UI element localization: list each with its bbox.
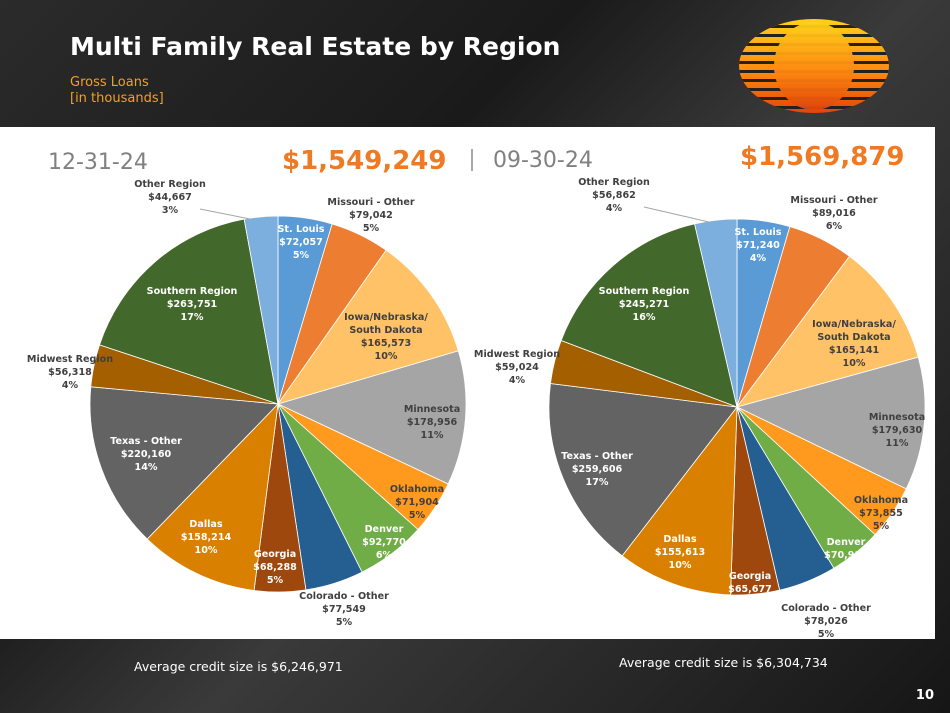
company-logo-icon [739,19,889,113]
pie-slice-minnesota [276,350,467,485]
date-label-sep: 09-30-24 [493,148,593,173]
slice-label-missouri-other: Missouri - Other $79,042 5% [327,197,414,234]
left-average-note: Average credit size is $6,246,971 [134,659,343,674]
page-title: Multi Family Real Estate by Region [70,32,561,61]
slice-label-minnesota: Minnesota $179,630 11% [869,412,925,449]
slice-label-georgia: Georgia $68,288 5% [253,549,297,586]
pie-chart-dec: St. Louis $72,057 5%Missouri - Other $79,04… [27,179,467,628]
slice-label-dallas: Dallas $158,214 10% [181,519,232,556]
pie-slice-dallas [621,405,738,596]
total-label-dec: $1,549,249 [282,146,446,176]
slice-label-denver: Denver $92,770 6% [362,524,406,561]
slice-label-iowa-nebraska-south-dakota: Iowa/Nebraska/South Dakota $165,141 10% [812,319,896,369]
pie-slice-iowa-nebraska-south-dakota [277,249,459,405]
slice-label-georgia: Georgia $65,677 4% [728,571,772,608]
page-subtitle: Gross Loans [in thousands] [70,75,164,107]
slice-label-texas-other: Texas - Other $259,606 17% [561,451,633,488]
subtitle-line-2: [in thousands] [70,91,164,106]
slice-label-iowa-nebraska-south-dakota: Iowa/Nebraska/South Dakota $165,573 10% [344,312,428,362]
slice-label-midwest-region: Midwest Region $56,318 4% [27,354,113,391]
slice-label-other-region: Other Region $56,862 4% [578,177,650,214]
pie-slice-southern-region [99,218,279,405]
page-number: 10 [915,688,934,703]
slice-label-st-louis: St. Louis $71,240 4% [734,227,781,264]
slice-label-colorado-other: Colorado - Other $78,026 5% [781,603,871,639]
pie-slice-southern-region [560,223,738,408]
date-label-dec: 12-31-24 [48,150,148,175]
slice-label-midwest-region: Midwest Region $59,024 4% [474,349,560,386]
slice-label-missouri-other: Missouri - Other $89,016 6% [790,195,877,232]
pie-slice-dallas [146,402,279,591]
slice-label-denver: Denver $70,918 4% [824,537,868,574]
right-average-note: Average credit size is $6,304,734 [619,655,828,670]
pie-chart-sep: St. Louis $71,240 4%Missouri - Other $89,01… [474,177,926,639]
pie-slice-texas-other [548,383,738,557]
leader-line-other-region [199,208,251,220]
pie-slice-other-region [243,215,279,405]
slice-label-other-region: Other Region $44,667 3% [134,179,206,216]
slice-label-southern-region: Southern Region $263,751 17% [147,286,238,323]
slice-label-oklahoma: Oklahoma $73,855 5% [854,495,908,532]
pie-slice-other-region [694,218,738,408]
chart-panel: 12-31-24 $1,549,249 09-30-24 $1,569,879 … [0,127,935,639]
slice-label-st-louis: St. Louis $72,057 5% [277,224,324,261]
pie-charts: 12-31-24 $1,549,249 09-30-24 $1,569,879 … [27,142,926,639]
pie-slice-texas-other [89,386,279,540]
slice-label-dallas: Dallas $155,613 10% [655,534,705,571]
slice-label-texas-other: Texas - Other $220,160 14% [110,436,182,473]
pie-slice-minnesota [735,356,926,490]
slice-label-minnesota: Minnesota $178,956 11% [404,404,460,441]
slice-label-colorado-other: Colorado - Other $77,549 5% [299,591,389,628]
total-label-sep: $1,569,879 [740,142,904,172]
leader-line-other-region [643,206,710,223]
slice-label-southern-region: Southern Region $245,271 16% [599,286,690,323]
slice-label-oklahoma: Oklahoma $71,904 5% [390,484,444,521]
subtitle-line-1: Gross Loans [70,75,149,90]
